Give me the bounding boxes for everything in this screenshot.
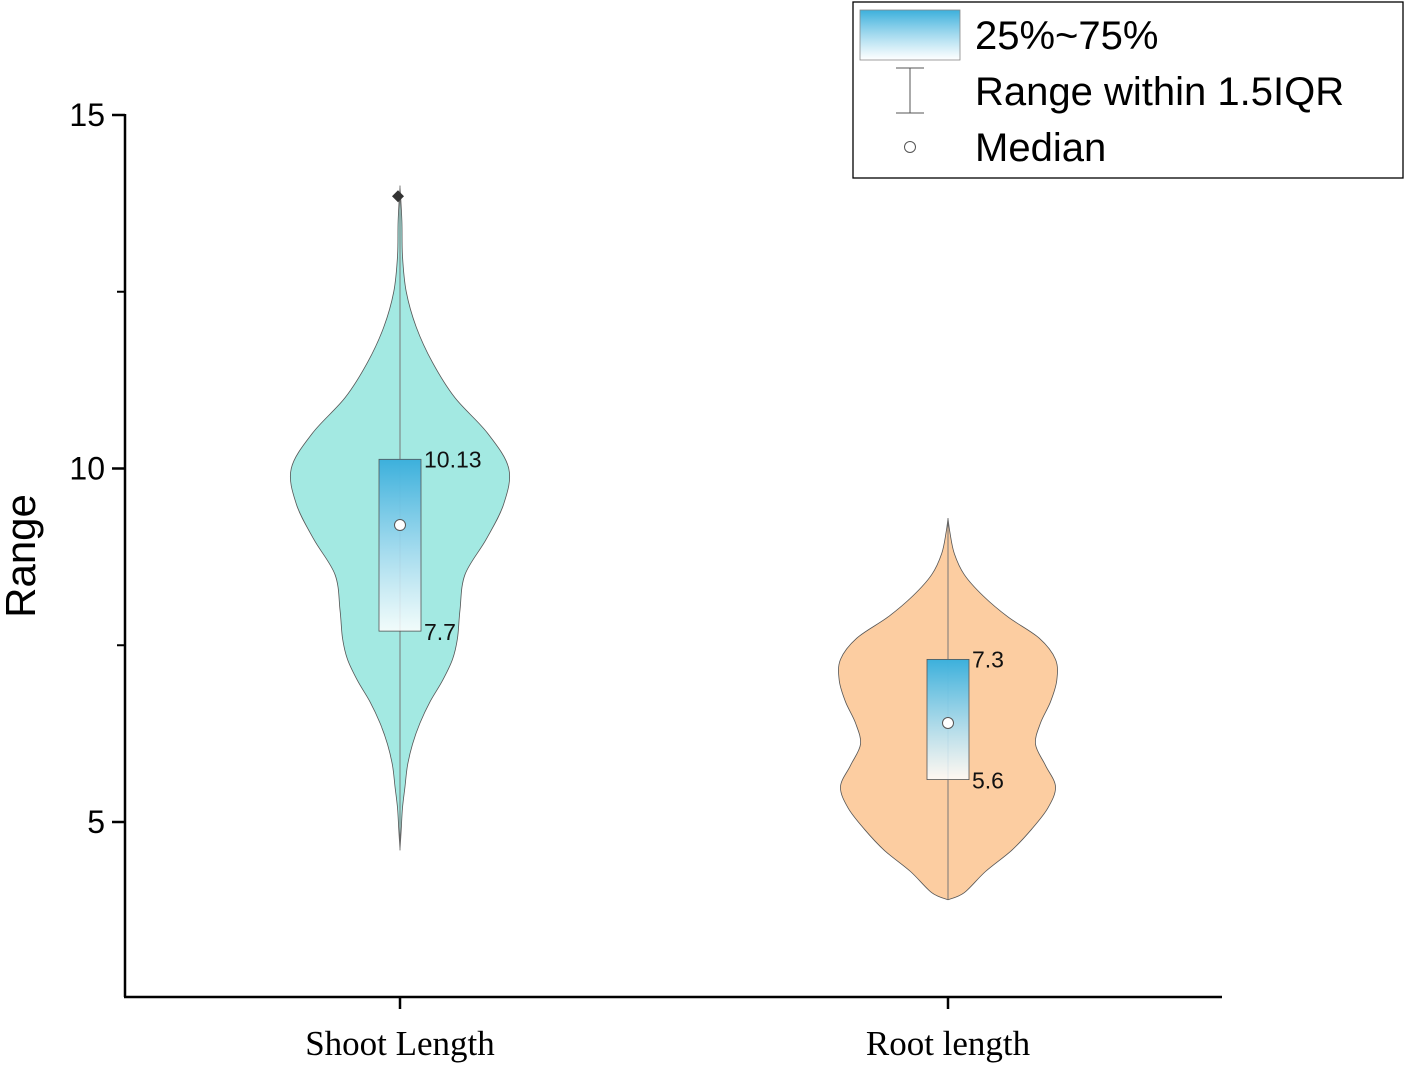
legend: 25%~75% Range within 1.5IQR Median	[852, 1, 1404, 179]
iqr-box	[926, 658, 970, 780]
y-tick-label: 10	[69, 451, 105, 487]
legend-median-icon	[904, 141, 916, 153]
q3-label: 10.13	[424, 446, 482, 472]
legend-label: 25%~75%	[975, 14, 1158, 58]
y-tick-label: 15	[69, 97, 105, 133]
q1-label: 5.6	[972, 768, 1004, 794]
y-axis-title: Range	[0, 494, 44, 618]
violin-shoot-length: 10.13 7.7	[289, 185, 511, 851]
q1-label: 7.7	[424, 619, 456, 645]
x-tick-label: Root length	[866, 1024, 1031, 1063]
median-marker	[394, 519, 406, 532]
legend-label: Median	[975, 126, 1106, 170]
q3-label: 7.3	[972, 646, 1004, 672]
violin-root-length: 7.3 5.6	[838, 517, 1058, 901]
iqr-box	[378, 458, 422, 632]
violins-layer: 10.13 7.7 7.3 5.6	[289, 185, 1058, 901]
legend-label: Range within 1.5IQR	[975, 70, 1344, 114]
outlier-point	[392, 190, 404, 203]
x-tick-label: Shoot Length	[305, 1024, 495, 1063]
median-marker	[942, 717, 954, 730]
y-tick-label: 5	[87, 804, 105, 840]
axes-layer: 5 10 15 Shoot Length Root length Range	[0, 97, 1222, 1063]
legend-iqr-swatch	[859, 9, 961, 61]
